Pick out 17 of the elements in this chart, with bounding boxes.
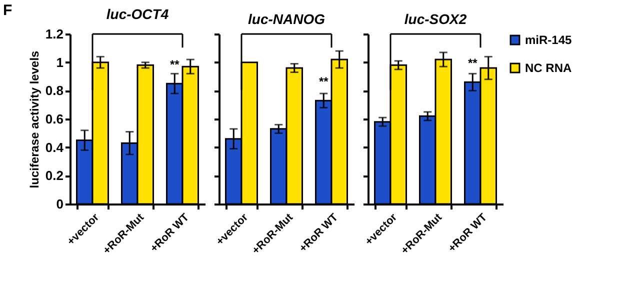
y-tick-label: 1: [56, 54, 64, 70]
chart-title: luc-OCT4: [106, 6, 169, 22]
y-tick-label: 0.8: [45, 83, 64, 98]
chart-title: luc-SOX2: [404, 11, 467, 27]
y-tick-label: 0.2: [45, 168, 64, 184]
y-tick-label: 0.6: [45, 112, 64, 126]
chart-title: luc-NANOG: [248, 11, 326, 27]
annotation: **: [170, 58, 180, 72]
legend-label: NC RNA: [525, 61, 572, 75]
y-tick-label: 0.4: [45, 140, 64, 155]
y-tick-label: 1.2: [45, 26, 64, 42]
y-tick-label: 0: [56, 196, 64, 212]
annotation: **: [318, 74, 329, 89]
annotation: **: [468, 56, 478, 70]
text: F: [3, 2, 12, 19]
y-axis-title: luciferase activity levels: [27, 50, 42, 188]
legend-label: miR-145: [525, 33, 572, 47]
